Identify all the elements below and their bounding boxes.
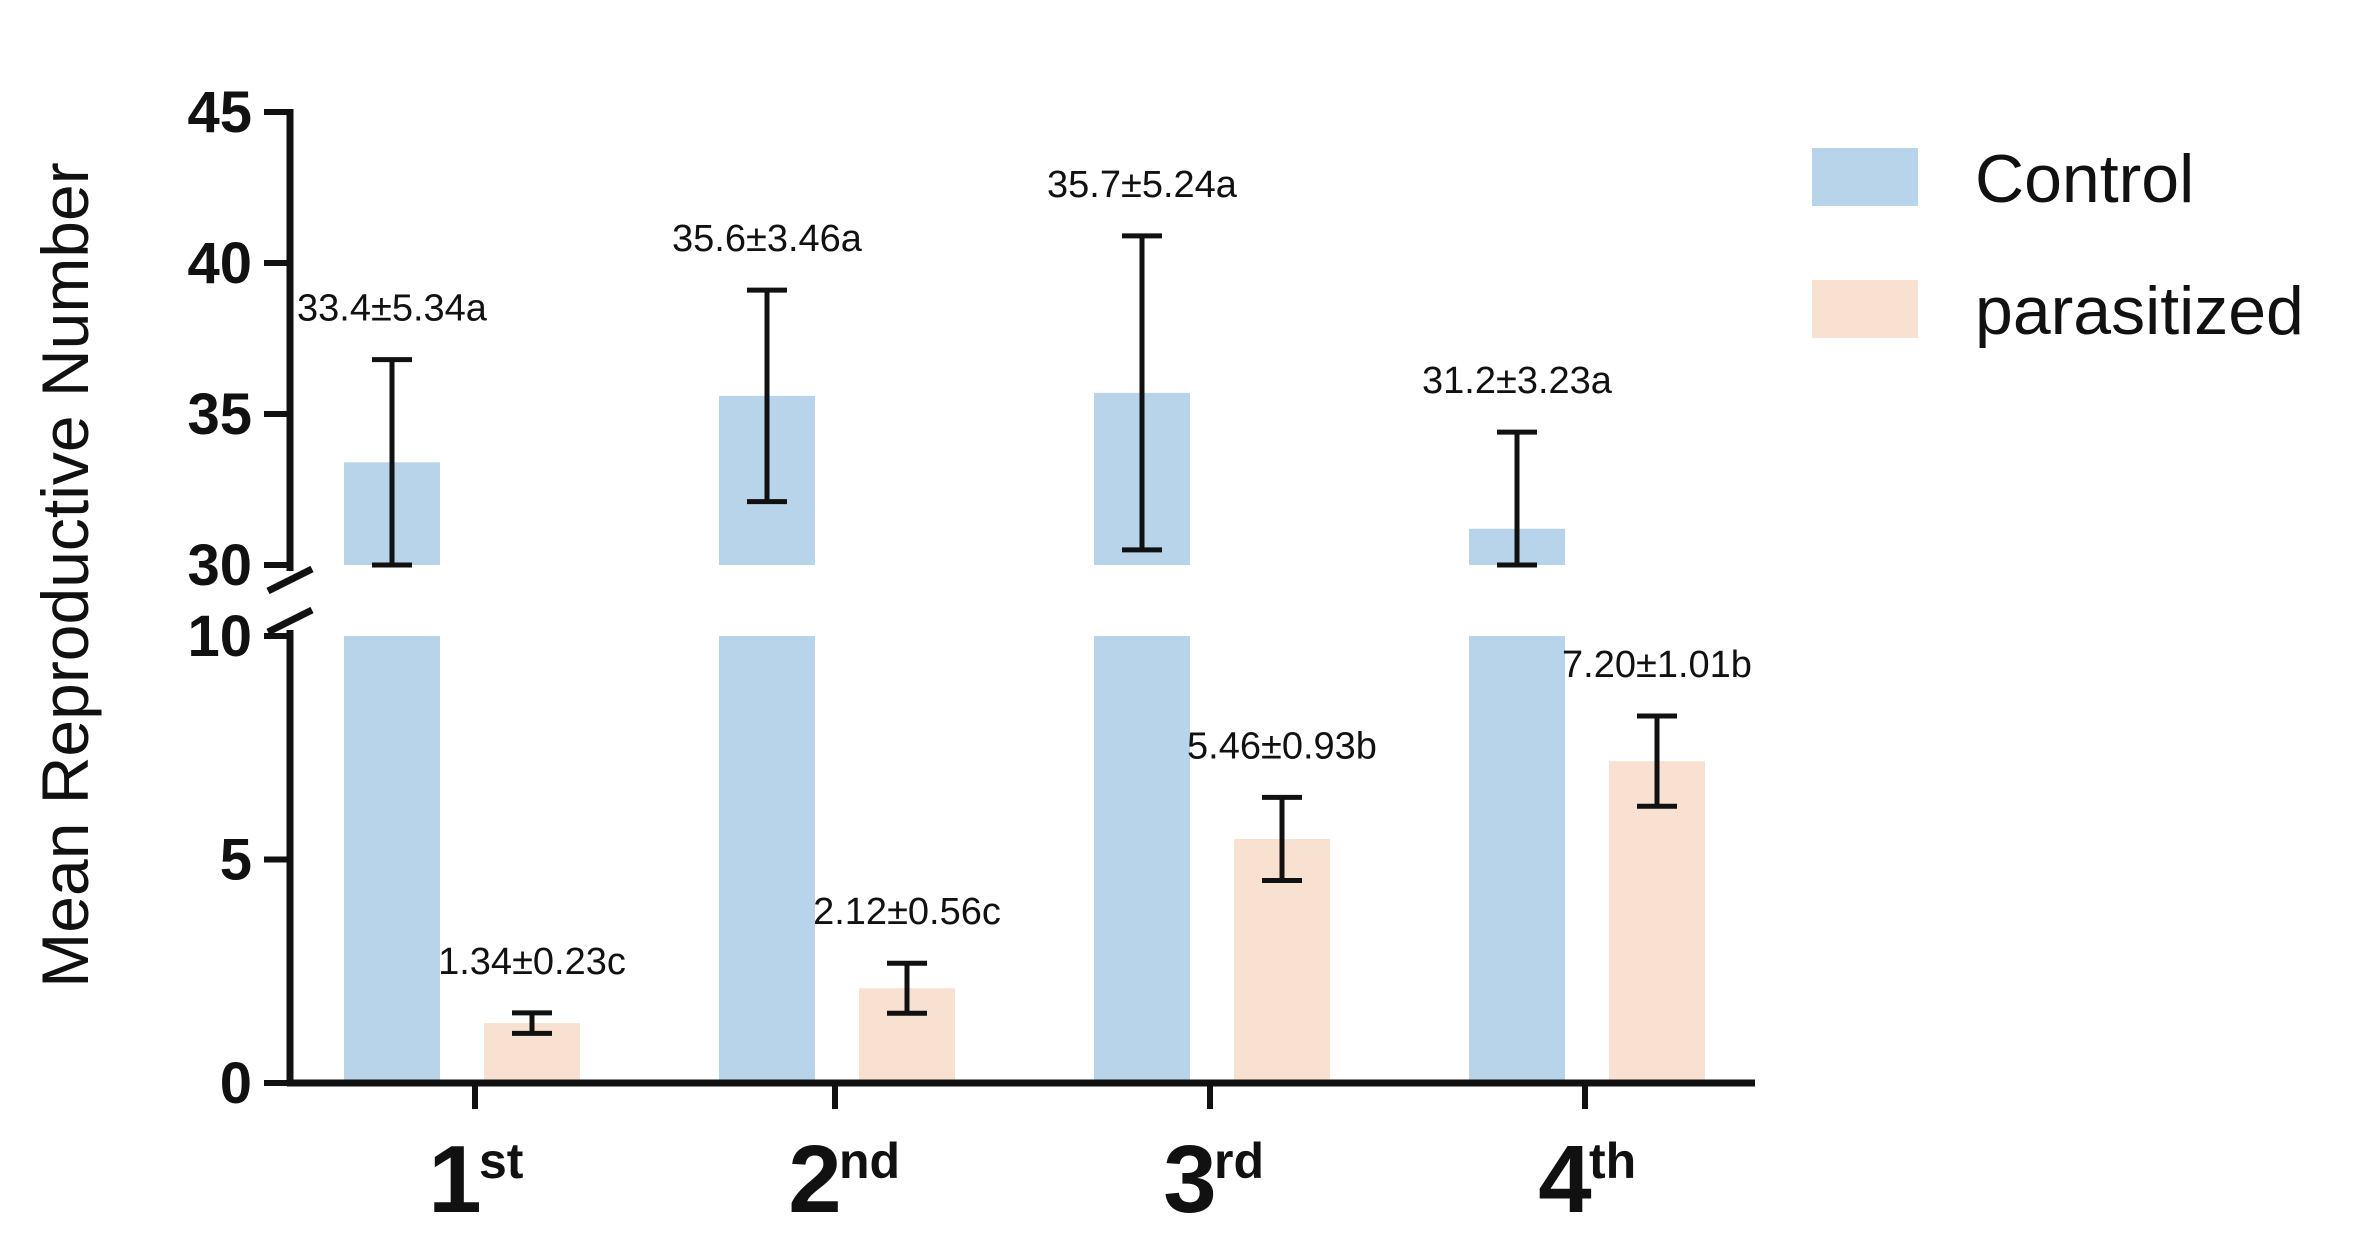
y-tick-label-10: 10 — [187, 604, 252, 669]
y-tick-label-35: 35 — [187, 382, 252, 447]
bar-0-3-lower — [1469, 636, 1565, 1083]
data-label-1-0: 1.34±0.23c — [438, 941, 626, 983]
legend-label-1: parasitized — [1975, 273, 2304, 349]
data-label-0-0: 33.4±5.34a — [297, 288, 488, 330]
x-tick-label-sup-1: nd — [839, 1133, 900, 1189]
y-tick-label-40: 40 — [187, 231, 252, 296]
data-label-0-1: 35.6±3.46a — [672, 218, 863, 260]
y-axis-break-lower — [266, 606, 314, 636]
x-tick-label-sup-0: st — [479, 1133, 524, 1189]
data-label-0-3: 31.2±3.23a — [1422, 360, 1613, 402]
bar-0-0-lower — [344, 636, 440, 1083]
data-label-1-2: 5.46±0.93b — [1187, 725, 1377, 767]
x-tick-label-2: 3 — [1163, 1126, 1216, 1233]
data-label-0-2: 35.7±5.24a — [1047, 164, 1238, 206]
bar-0-2-lower — [1094, 636, 1190, 1083]
data-labels-layer: 33.4±5.34a 35.6±3.46a 35.7±5.24a 31.2±3.23a… — [297, 164, 1752, 983]
y-tick-label-5: 5 — [220, 828, 252, 893]
bar-0-1-lower — [719, 636, 815, 1083]
x-tick-label-3: 4 — [1538, 1126, 1591, 1233]
y-axis-break-upper — [266, 565, 314, 595]
legend: Control parasitized — [1812, 141, 2304, 349]
x-tick-label-0: 1 — [428, 1126, 481, 1233]
y-tick-label-0: 0 — [220, 1051, 252, 1116]
x-tick-label-sup-3: th — [1589, 1133, 1636, 1189]
y-axis-title-group: Mean Reproductive Number — [28, 162, 102, 987]
y-tick-label-45: 45 — [187, 80, 252, 145]
bar-1-3 — [1609, 761, 1705, 1083]
error-bars-layer — [372, 233, 1677, 1036]
legend-label-0: Control — [1975, 141, 2194, 217]
y-tick-label-30: 30 — [187, 533, 252, 598]
legend-swatch-1 — [1812, 280, 1918, 338]
data-label-1-1: 2.12±0.56c — [813, 891, 1001, 933]
x-tick-label-1: 2 — [788, 1126, 841, 1233]
data-label-1-3: 7.20±1.01b — [1562, 644, 1752, 686]
x-tick-label-sup-2: rd — [1214, 1133, 1264, 1189]
legend-swatch-0 — [1812, 148, 1918, 206]
y-axis-title: Mean Reproductive Number — [28, 162, 102, 987]
